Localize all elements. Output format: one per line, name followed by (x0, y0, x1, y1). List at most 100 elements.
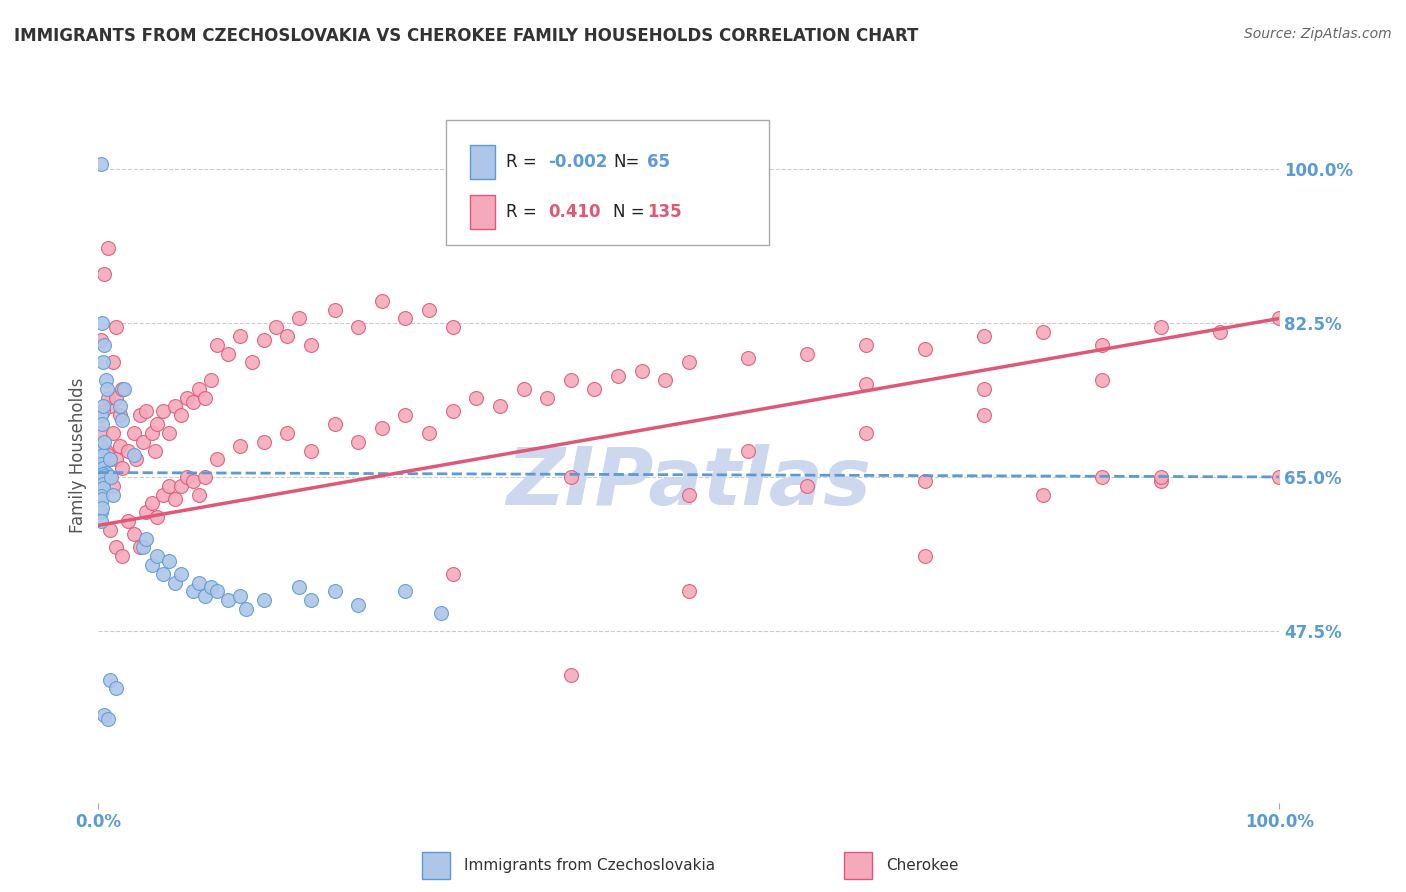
Point (93, 434, 115, 449)
Point (630, 364, 652, 378)
Point (323, 417, 346, 431)
Point (111, 549, 134, 564)
Text: 65: 65 (647, 153, 669, 171)
Point (90, 439, 112, 453)
Point (94, 470, 117, 484)
Point (1150, 475, 1173, 489)
Point (117, 514, 139, 528)
Point (855, 377, 877, 392)
Point (217, 346, 239, 360)
Point (323, 584, 346, 599)
Point (111, 413, 134, 427)
Point (299, 443, 322, 458)
Point (465, 391, 488, 405)
Point (91, 355, 114, 369)
Point (91, 404, 114, 418)
Point (240, 355, 263, 369)
Point (108, 439, 131, 453)
Text: N=: N= (613, 153, 640, 171)
Point (654, 373, 676, 387)
Point (91, 500, 114, 515)
Point (607, 368, 630, 383)
Point (176, 470, 198, 484)
Point (128, 541, 150, 555)
Point (536, 391, 558, 405)
Point (98, 523, 121, 537)
Point (94, 466, 117, 480)
Point (141, 558, 163, 572)
Point (187, 487, 209, 501)
Point (91, 472, 114, 486)
Text: N =: N = (613, 202, 644, 221)
Point (98, 452, 121, 467)
Point (194, 391, 217, 405)
Point (108, 409, 131, 423)
Point (111, 382, 134, 396)
Point (90, 409, 112, 423)
Point (90, 505, 112, 519)
Text: 135: 135 (647, 202, 682, 221)
Point (678, 487, 700, 501)
Point (100, 470, 122, 484)
Point (105, 681, 128, 696)
Point (90, 483, 112, 497)
Point (914, 549, 936, 564)
Point (489, 400, 512, 414)
Point (1268, 311, 1291, 326)
Point (205, 338, 228, 352)
Point (181, 584, 204, 599)
Point (371, 421, 394, 435)
Point (122, 448, 145, 462)
Point (146, 417, 169, 431)
Point (1091, 373, 1114, 387)
Point (253, 593, 276, 607)
Point (101, 487, 124, 501)
Point (98, 673, 121, 687)
Point (194, 589, 217, 603)
Point (93, 338, 115, 352)
Point (253, 334, 276, 348)
Point (299, 593, 322, 607)
Point (1091, 470, 1114, 484)
Point (288, 580, 311, 594)
Point (165, 400, 187, 414)
Point (90, 334, 112, 348)
Point (122, 527, 145, 541)
Point (973, 329, 995, 343)
Point (1032, 325, 1054, 339)
Point (91, 491, 114, 506)
Point (323, 302, 346, 317)
Point (91, 477, 114, 491)
Point (583, 382, 606, 396)
Point (200, 580, 222, 594)
Point (229, 439, 252, 453)
Text: Immigrants from Czechoslovakia: Immigrants from Czechoslovakia (464, 858, 716, 872)
Point (418, 302, 440, 317)
Point (90, 514, 112, 528)
Point (194, 470, 217, 484)
Point (205, 452, 228, 467)
Point (105, 452, 128, 467)
Point (135, 532, 157, 546)
Point (97, 391, 120, 405)
Y-axis label: Family Households: Family Households (69, 377, 87, 533)
Point (418, 425, 440, 440)
Point (299, 338, 322, 352)
Text: R =: R = (506, 153, 543, 171)
Point (105, 541, 128, 555)
Point (143, 443, 166, 458)
Point (229, 589, 252, 603)
Point (90, 425, 112, 440)
Point (165, 575, 187, 590)
Point (152, 487, 174, 501)
Point (91, 481, 114, 495)
Point (90, 466, 112, 480)
Text: R =: R = (506, 202, 543, 221)
Point (181, 395, 204, 409)
Point (135, 505, 157, 519)
Point (229, 329, 252, 343)
Point (973, 409, 995, 423)
Point (347, 598, 370, 612)
Point (105, 320, 128, 334)
Point (276, 425, 298, 440)
